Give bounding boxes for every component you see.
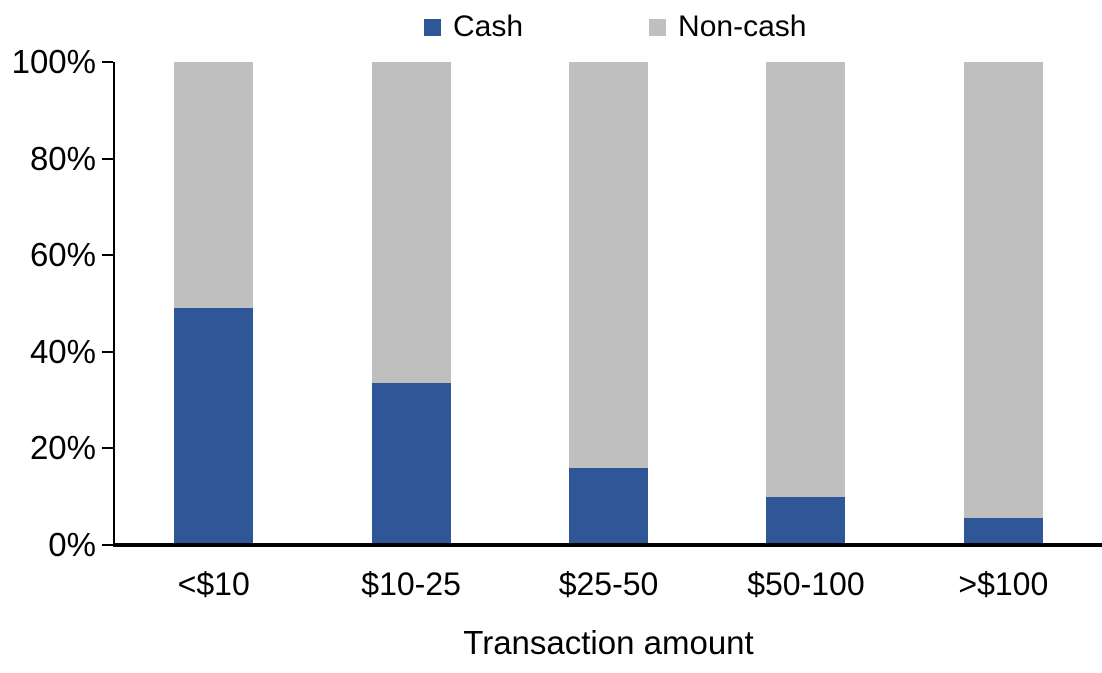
bar-slot [115,62,312,545]
bar-segment-non-cash [963,62,1043,519]
noncash-swatch-icon [649,18,667,36]
y-axis-tick [102,350,113,353]
bar-segment-non-cash [766,62,846,497]
x-axis-category-label: <$10 [177,566,250,602]
legend-item-cash: Cash [424,10,523,44]
bar-segment-cash [963,518,1043,545]
x-axis-labels: <$10 $10-25 $25-50 $50-100 >$100 [115,564,1102,604]
bar->$100 [963,62,1043,545]
legend: Cash Non-cash [424,10,806,44]
bar-<$10 [174,62,254,545]
y-axis-tick-label: 40% [29,332,96,370]
y-axis-tick [102,254,113,257]
x-axis-title: Transaction amount [463,624,754,661]
bar-segment-cash [371,383,451,545]
y-axis-tick-label: 60% [29,236,96,274]
bar-slot [312,62,509,545]
x-axis-category-label: $10-25 [361,566,461,602]
y-axis-tick [102,447,113,450]
bars-container [115,62,1102,545]
x-axis-line [113,543,1102,547]
y-axis-tick-label: 80% [29,139,96,177]
y-axis-tick-label: 20% [29,429,96,467]
legend-label-noncash: Non-cash [678,10,807,43]
x-axis-category-label: >$100 [958,566,1049,602]
bar-$10-25 [371,62,451,545]
bar-$50-100 [766,62,846,545]
bar-slot [510,62,707,545]
plot-area [115,62,1102,545]
legend-item-noncash: Non-cash [649,10,806,44]
y-axis-tick-label: 0% [48,526,96,563]
cash-swatch-icon [424,18,441,36]
x-axis-category-label: $50-100 [747,566,865,602]
bar-$25-50 [569,62,649,545]
y-axis-line [113,62,115,545]
y-axis-tick [102,544,113,546]
bar-segment-cash [569,467,649,545]
bar-segment-cash [174,308,254,545]
y-axis-tick [102,61,113,63]
bar-segment-non-cash [174,62,254,309]
bar-segment-non-cash [371,62,451,384]
bar-slot [707,62,904,545]
bar-slot [905,62,1102,545]
bar-segment-cash [766,496,846,545]
x-axis-category-label: $25-50 [558,566,659,602]
legend-label-cash: Cash [453,10,524,43]
y-axis-tick-label: 100% [11,43,96,80]
bar-segment-non-cash [569,62,649,468]
y-axis-tick [102,157,113,160]
